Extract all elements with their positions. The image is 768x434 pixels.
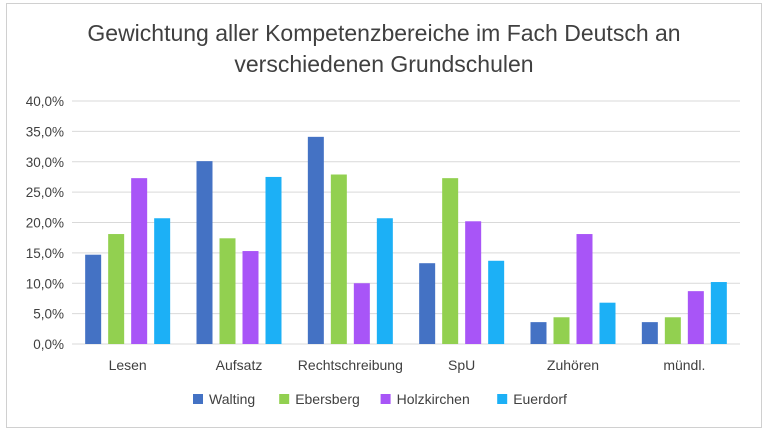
x-tick-label: Zuhören — [547, 357, 599, 373]
legend-swatch — [279, 394, 290, 404]
x-tick-label: Rechtschreibung — [298, 357, 403, 373]
bar — [353, 283, 370, 344]
legend-label: Euerdorf — [513, 391, 567, 407]
bar — [154, 218, 171, 344]
bar — [465, 221, 482, 344]
bar — [576, 234, 593, 344]
x-tick-label: SpU — [448, 357, 475, 373]
x-tick-label: Aufsatz — [216, 357, 263, 373]
bar — [664, 317, 681, 344]
y-tick-label: 10,0% — [26, 276, 64, 291]
bar — [242, 251, 259, 344]
y-tick-label: 20,0% — [26, 216, 64, 231]
bar — [687, 291, 704, 344]
y-tick-label: 40,0% — [26, 94, 64, 109]
bar — [488, 260, 505, 344]
y-tick-label: 30,0% — [26, 155, 64, 170]
chart-title-line-2: verschiedenen Grundschulen — [234, 51, 534, 77]
bar — [442, 178, 459, 344]
bar — [530, 322, 547, 344]
bar — [419, 263, 436, 344]
bar — [219, 238, 236, 344]
legend-swatch — [497, 394, 508, 404]
chart-title: Gewichtung aller Kompetenzbereiche im Fa… — [0, 18, 768, 80]
legend-label: Ebersberg — [295, 391, 360, 407]
bar — [265, 176, 282, 344]
y-tick-label: 15,0% — [26, 246, 64, 261]
bar — [85, 254, 102, 344]
y-tick-label: 35,0% — [26, 124, 64, 139]
bar — [641, 322, 658, 344]
legend-label: Holzkirchen — [397, 391, 470, 407]
x-tick-label: Lesen — [109, 357, 147, 373]
y-tick-label: 5,0% — [33, 307, 64, 322]
bar — [376, 218, 393, 344]
legend-swatch — [380, 394, 391, 404]
bar — [710, 282, 727, 344]
bar — [599, 302, 616, 344]
bar — [307, 136, 324, 344]
x-tick-label: mündl. — [663, 357, 705, 373]
bar — [330, 174, 347, 344]
bar — [131, 178, 148, 344]
y-tick-label: 25,0% — [26, 185, 64, 200]
legend-swatch — [193, 394, 203, 404]
bar — [196, 161, 213, 344]
legend-label: Walting — [209, 391, 255, 407]
chart-title-line-1: Gewichtung aller Kompetenzbereiche im Fa… — [87, 20, 681, 46]
y-tick-label: 0,0% — [33, 337, 64, 352]
bar — [553, 317, 570, 344]
bar — [108, 234, 125, 344]
